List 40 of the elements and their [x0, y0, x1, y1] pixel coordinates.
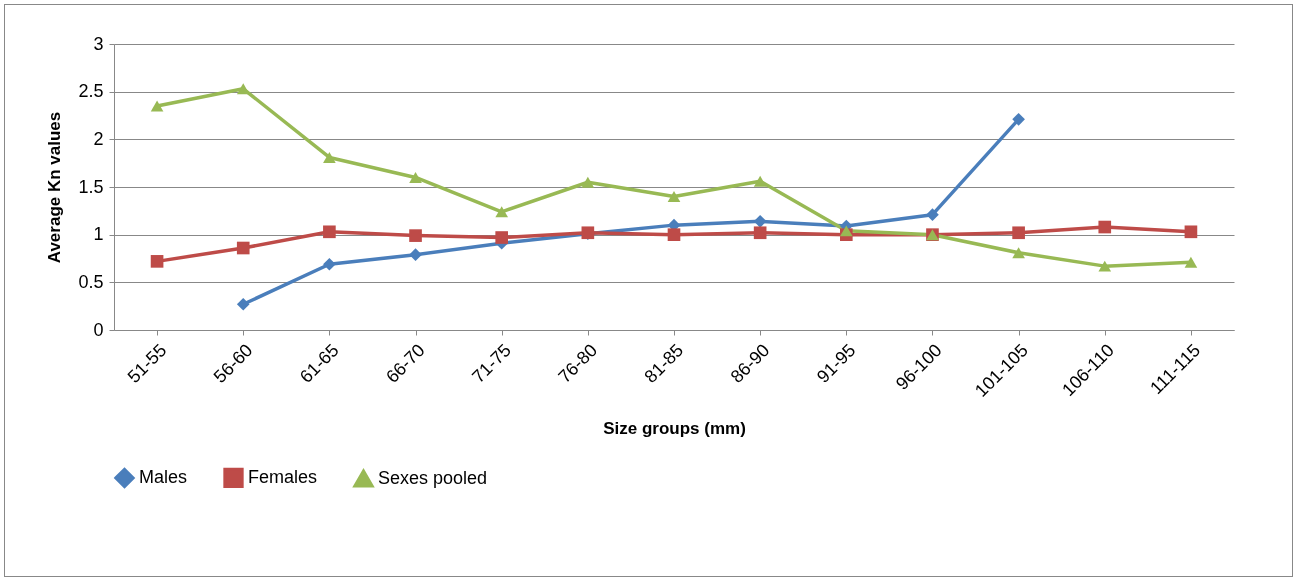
y-tick-label: 2: [93, 128, 104, 149]
point: [236, 297, 250, 311]
point: [1012, 112, 1025, 126]
legend-label: Females: [248, 466, 318, 487]
x-axis-title: Size groups (mm): [603, 418, 746, 438]
point: [236, 83, 250, 95]
point: [323, 225, 336, 239]
point: [409, 171, 422, 183]
y-tick-label: 2.5: [78, 81, 104, 102]
point: [581, 176, 595, 188]
point: [1184, 225, 1198, 239]
point: [495, 206, 509, 218]
point: [495, 231, 509, 244]
legend-label: Sexes pooled: [378, 467, 488, 488]
legend-label: Males: [139, 466, 188, 487]
point: [323, 151, 336, 163]
point: [1184, 256, 1198, 268]
point: [839, 225, 853, 237]
point: [150, 100, 164, 112]
point: [753, 175, 767, 187]
point: [323, 257, 336, 271]
point: [753, 226, 767, 240]
point: [926, 208, 939, 221]
y-tick-label: 0.5: [78, 271, 104, 292]
y-tick-label: 1.5: [78, 176, 104, 197]
point: [1098, 220, 1112, 234]
point: [409, 248, 422, 262]
point: [667, 228, 681, 241]
point: [236, 241, 250, 255]
point: [1012, 247, 1025, 259]
point: [1098, 260, 1112, 272]
point: [753, 215, 767, 228]
point: [150, 255, 164, 268]
y-tick-label: 1: [93, 224, 104, 245]
point: [1012, 226, 1025, 240]
point: [409, 229, 422, 242]
y-axis-title: Average Kn values: [45, 111, 65, 264]
point: [667, 191, 681, 203]
y-tick-label: 0: [93, 319, 104, 340]
y-tick-label: 3: [93, 33, 104, 54]
